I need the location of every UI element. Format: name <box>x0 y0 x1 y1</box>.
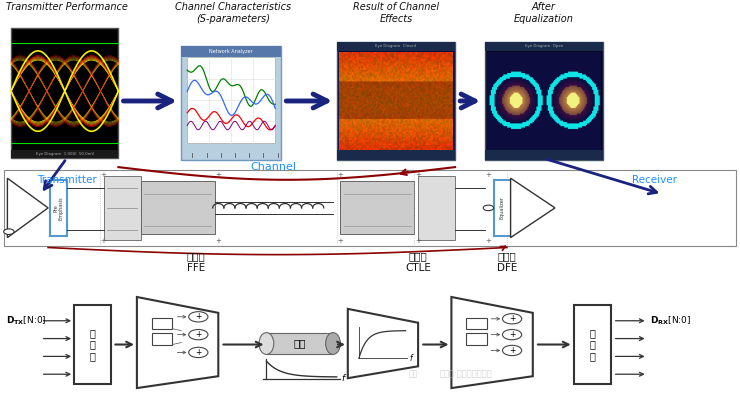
Circle shape <box>502 314 522 324</box>
Text: f: f <box>342 375 345 383</box>
Text: +: + <box>101 172 107 178</box>
Bar <box>104 176 141 240</box>
Text: +: + <box>337 172 343 178</box>
Text: +: + <box>195 312 201 321</box>
Bar <box>466 318 487 329</box>
Bar <box>485 42 603 160</box>
Text: Equalizer: Equalizer <box>500 196 505 219</box>
Bar <box>337 42 455 51</box>
Bar <box>340 181 414 234</box>
Bar <box>337 42 455 160</box>
Bar <box>141 181 215 234</box>
Bar <box>11 150 118 158</box>
Bar <box>485 150 603 160</box>
Text: +: + <box>337 238 343 244</box>
Text: 发送端
FFE: 发送端 FFE <box>186 251 206 273</box>
Bar <box>50 180 67 236</box>
Text: +: + <box>485 238 491 244</box>
Text: +: + <box>415 172 421 178</box>
Text: Channel Characteristics
(S-parameters): Channel Characteristics (S-parameters) <box>175 2 291 24</box>
Text: $\mathbf{D_{RX}}$[N:0]: $\mathbf{D_{RX}}$[N:0] <box>650 314 691 327</box>
Text: 微信·: 微信· <box>408 370 420 379</box>
Text: +: + <box>215 172 221 178</box>
Bar <box>74 305 111 384</box>
Bar <box>187 57 275 143</box>
Text: 解
串
器: 解 串 器 <box>589 328 595 361</box>
Ellipse shape <box>326 333 340 354</box>
Text: Transmitter: Transmitter <box>37 175 97 185</box>
Circle shape <box>189 329 208 340</box>
Bar <box>418 176 455 240</box>
Polygon shape <box>511 178 555 238</box>
Bar <box>11 28 118 158</box>
Bar <box>485 42 603 51</box>
Text: Receiver: Receiver <box>632 175 677 185</box>
Circle shape <box>502 345 522 356</box>
Bar <box>181 46 281 57</box>
Polygon shape <box>451 297 533 388</box>
Circle shape <box>189 312 208 322</box>
Text: +: + <box>101 238 107 244</box>
Bar <box>337 150 455 160</box>
Text: Result of Channel
Effects: Result of Channel Effects <box>353 2 439 24</box>
Text: Channel: Channel <box>251 162 297 171</box>
Text: Transmitter Performance: Transmitter Performance <box>6 2 127 12</box>
Text: Network Analyzer: Network Analyzer <box>209 49 253 53</box>
Bar <box>266 333 333 354</box>
Polygon shape <box>348 309 418 378</box>
Text: +: + <box>415 238 421 244</box>
Polygon shape <box>137 297 218 388</box>
Text: +: + <box>195 348 201 357</box>
Text: 串
行
器: 串 行 器 <box>90 328 95 361</box>
Circle shape <box>502 329 522 340</box>
Text: 公众号·测试测量加油站: 公众号·测试测量加油站 <box>440 370 493 379</box>
Ellipse shape <box>259 333 274 354</box>
Bar <box>4 170 736 246</box>
Bar <box>152 318 172 329</box>
Text: Eye Diagram  1.00UI  50.0mV: Eye Diagram 1.00UI 50.0mV <box>36 152 94 156</box>
Text: +: + <box>509 314 515 323</box>
Text: 接收端
CTLE: 接收端 CTLE <box>406 251 431 273</box>
Text: +: + <box>215 238 221 244</box>
Bar <box>494 180 511 236</box>
Text: After
Equalization: After Equalization <box>514 2 574 24</box>
Text: Pre
Emphasis: Pre Emphasis <box>53 196 64 220</box>
Circle shape <box>189 347 208 358</box>
Circle shape <box>4 229 14 234</box>
Polygon shape <box>7 178 48 238</box>
Text: 信道: 信道 <box>294 339 306 348</box>
Text: +: + <box>195 330 201 339</box>
Text: 接收端
DFE: 接收端 DFE <box>497 251 517 273</box>
Text: Eye Diagram  Closed: Eye Diagram Closed <box>375 44 417 48</box>
Bar <box>181 46 281 160</box>
Text: Eye Diagram  Open: Eye Diagram Open <box>525 44 563 48</box>
Text: +: + <box>509 346 515 355</box>
Text: f: f <box>409 354 412 363</box>
Text: +: + <box>509 330 515 339</box>
Bar <box>152 333 172 345</box>
Bar <box>466 333 487 345</box>
Text: +: + <box>485 172 491 178</box>
Bar <box>574 305 610 384</box>
Text: $\mathbf{D_{TX}}$[N:0]: $\mathbf{D_{TX}}$[N:0] <box>6 314 47 327</box>
Circle shape <box>483 205 494 211</box>
